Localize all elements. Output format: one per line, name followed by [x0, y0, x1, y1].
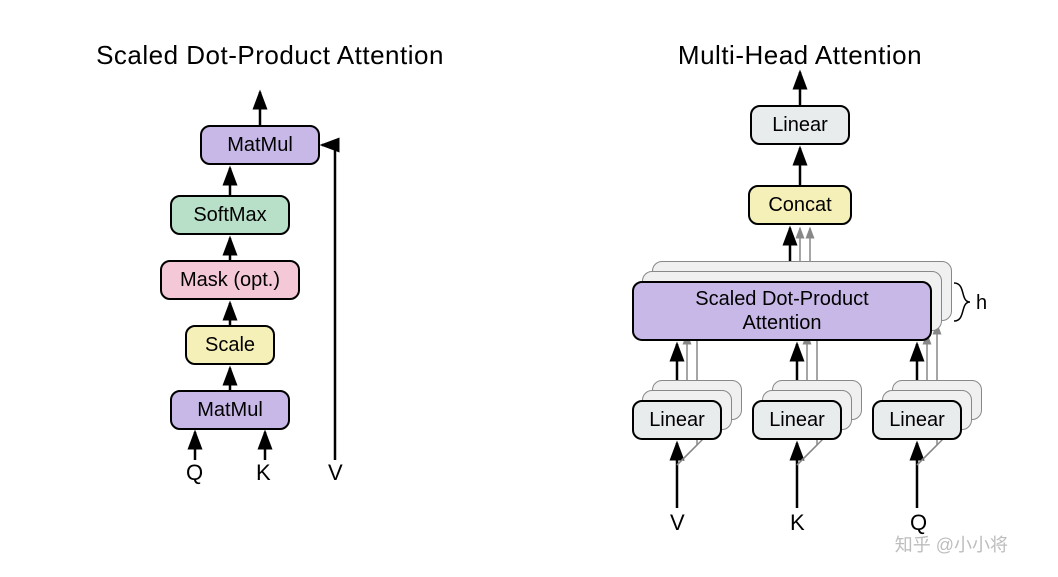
h-brace — [954, 283, 970, 321]
box-linear-out-label: Linear — [772, 113, 828, 137]
left-title: Scaled Dot-Product Attention — [80, 40, 460, 71]
branch-q-2 — [917, 445, 937, 465]
box-matmul2: MatMul — [200, 125, 320, 165]
branch-k-2 — [797, 445, 817, 465]
branch-v-2 — [677, 445, 697, 465]
left-input-q: Q — [186, 460, 203, 486]
linq-label: Linear — [889, 408, 945, 432]
box-concat-label: Concat — [768, 193, 831, 217]
box-scale-label: Scale — [205, 333, 255, 357]
sdpa-layer-1: Scaled Dot-Product Attention — [632, 281, 932, 341]
box-mask: Mask (opt.) — [160, 260, 300, 300]
box-concat: Concat — [748, 185, 852, 225]
left-input-k: K — [256, 460, 271, 486]
watermark: 知乎 @小小将 — [895, 531, 1008, 557]
box-mask-label: Mask (opt.) — [180, 268, 280, 292]
box-softmax: SoftMax — [170, 195, 290, 235]
box-softmax-label: SoftMax — [193, 203, 266, 227]
right-input-k: K — [790, 510, 805, 536]
box-matmul2-label: MatMul — [227, 133, 293, 157]
box-scale: Scale — [185, 325, 275, 365]
box-linear-out: Linear — [750, 105, 850, 145]
box-matmul1-label: MatMul — [197, 398, 263, 422]
left-input-v: V — [328, 460, 343, 486]
h-label: h — [976, 292, 987, 315]
right-title: Multi-Head Attention — [620, 40, 980, 71]
linv-label: Linear — [649, 408, 705, 432]
box-matmul1: MatMul — [170, 390, 290, 430]
link-label: Linear — [769, 408, 825, 432]
linq-layer-1: Linear — [872, 400, 962, 440]
linv-layer-1: Linear — [632, 400, 722, 440]
sdpa-label: Scaled Dot-Product Attention — [695, 287, 868, 335]
link-layer-1: Linear — [752, 400, 842, 440]
right-input-v: V — [670, 510, 685, 536]
